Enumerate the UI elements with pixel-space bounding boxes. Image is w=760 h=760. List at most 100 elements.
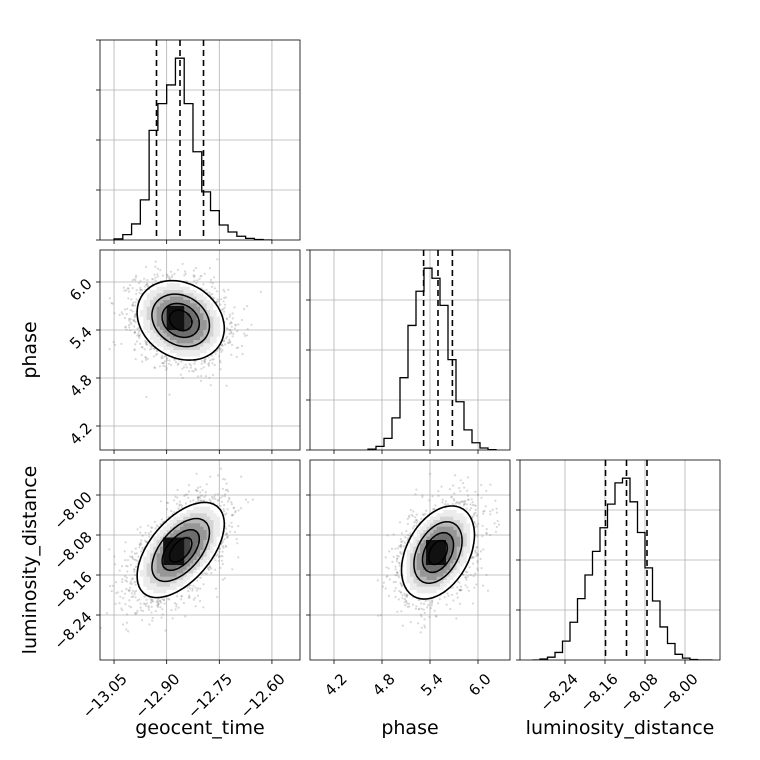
scatter-point [128, 317, 131, 320]
scatter-point [211, 293, 214, 296]
scatter-point [145, 395, 148, 399]
density-cell [193, 290, 198, 294]
scatter-point [129, 321, 132, 324]
scatter-point [177, 362, 180, 365]
scatter-point [113, 555, 116, 558]
density-cell [180, 286, 184, 291]
density-cell [200, 320, 204, 324]
density-cell [186, 310, 191, 314]
scatter-point [131, 578, 134, 581]
scatter-point [223, 296, 226, 299]
scatter-point [230, 325, 233, 328]
density-cell [200, 296, 204, 301]
scatter-point [147, 605, 150, 608]
density-cell [213, 343, 218, 348]
density-cell [146, 296, 151, 301]
scatter-point [180, 360, 183, 363]
scatter-point [188, 362, 191, 366]
density-cell [190, 313, 194, 318]
scatter-point [236, 330, 239, 333]
scatter-point [153, 347, 156, 350]
scatter-point [134, 596, 137, 599]
scatter-point [118, 602, 121, 605]
density-cell [150, 336, 154, 341]
density-cell [186, 303, 191, 308]
density-cell [210, 336, 214, 341]
scatter-point [143, 277, 146, 280]
density-cell [213, 316, 218, 321]
scatter-point [213, 495, 216, 498]
scatter-point [176, 488, 179, 492]
density-cell [190, 340, 194, 344]
density-cell [213, 306, 218, 311]
scatter-point [232, 513, 235, 516]
scatter-point [192, 598, 195, 601]
scatter-point [225, 337, 228, 340]
density-cell [173, 330, 178, 334]
density-cell [206, 336, 211, 341]
density-cell [186, 283, 191, 288]
scatter-point [166, 359, 169, 362]
density-cell [170, 303, 174, 308]
scatter-point [199, 599, 202, 603]
density-cell [183, 316, 188, 321]
scatter-point [174, 608, 177, 611]
density-cell [203, 346, 208, 351]
scatter-point [175, 605, 178, 608]
scatter-point [212, 297, 216, 300]
density-cell [186, 333, 191, 338]
scatter-point [129, 586, 132, 590]
scatter-point [230, 525, 234, 529]
scatter-point [156, 275, 159, 278]
scatter-point [222, 340, 225, 343]
density-cell [143, 296, 148, 301]
density-cell [186, 330, 191, 334]
density-cell [176, 340, 181, 344]
density-cell [146, 320, 151, 324]
density-cell [180, 296, 184, 301]
scatter-point [183, 270, 187, 273]
scatter-point [214, 493, 217, 496]
scatter-point [160, 518, 163, 521]
scatter-point [120, 565, 124, 568]
scatter-point [196, 496, 199, 499]
scatter-point [230, 501, 233, 504]
scatter-point [210, 572, 213, 575]
density-cell [206, 333, 211, 338]
density-cell [206, 296, 211, 301]
scatter-point [151, 598, 154, 602]
density-cell [193, 316, 198, 321]
scatter-point [202, 583, 205, 586]
scatter-point [139, 288, 142, 291]
scatter-point [140, 353, 143, 357]
scatter-point [184, 272, 187, 275]
scatter-point [218, 355, 221, 358]
scatter-point [145, 265, 148, 268]
scatter-point [183, 494, 186, 498]
scatter-point [165, 501, 168, 504]
density-cell [166, 333, 171, 338]
density-cell [186, 293, 191, 298]
density-cell [203, 323, 208, 328]
scatter-point [171, 274, 174, 277]
density-cell [180, 330, 184, 334]
scatter-point [154, 265, 157, 268]
density-cell [203, 330, 208, 334]
scatter-point [135, 589, 138, 593]
scatter-point [122, 597, 125, 600]
scatter-point [211, 497, 214, 500]
scatter-point [123, 289, 126, 292]
scatter-point [133, 315, 136, 318]
scatter-point [152, 278, 155, 281]
density-cell [180, 336, 184, 341]
density-cell [176, 333, 181, 338]
scatter-point [225, 327, 229, 330]
density-cell [213, 346, 218, 351]
density-cell [153, 283, 158, 288]
scatter-point [187, 496, 190, 499]
scatter-point [173, 272, 176, 275]
scatter-point [140, 609, 143, 612]
scatter-point [220, 500, 224, 503]
density-cell [203, 296, 208, 301]
density-cell [190, 310, 194, 314]
